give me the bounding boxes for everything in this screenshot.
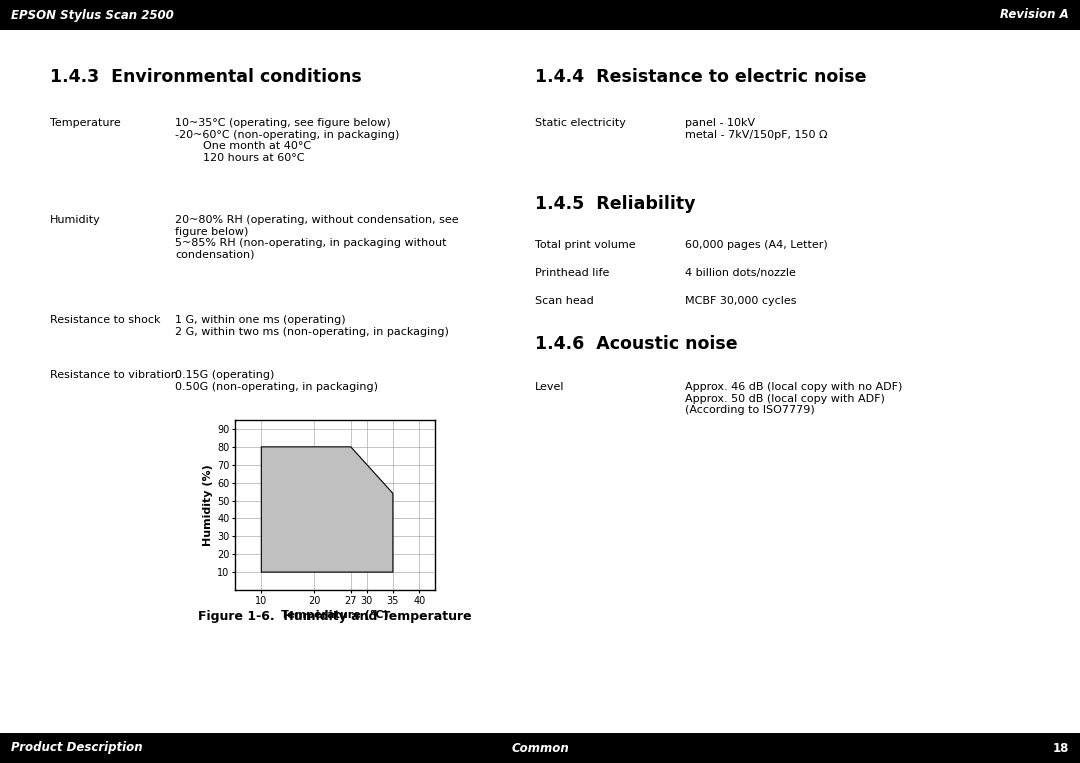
Text: 20~80% RH (operating, without condensation, see
figure below)
5~85% RH (non-oper: 20~80% RH (operating, without condensati… (175, 215, 459, 259)
Text: EPSON Stylus Scan 2500: EPSON Stylus Scan 2500 (11, 8, 174, 21)
Text: 18: 18 (1053, 742, 1069, 755)
Text: Scan head: Scan head (535, 296, 594, 306)
Text: 1.4.3  Environmental conditions: 1.4.3 Environmental conditions (50, 68, 362, 86)
Text: Total print volume: Total print volume (535, 240, 636, 250)
Text: Humidity: Humidity (50, 215, 100, 225)
Text: Product Description: Product Description (11, 742, 143, 755)
Text: 1.4.4  Resistance to electric noise: 1.4.4 Resistance to electric noise (535, 68, 866, 86)
Text: MCBF 30,000 cycles: MCBF 30,000 cycles (685, 296, 797, 306)
Text: Resistance to shock: Resistance to shock (50, 315, 161, 325)
Text: Approx. 46 dB (local copy with no ADF)
Approx. 50 dB (local copy with ADF)
(Acco: Approx. 46 dB (local copy with no ADF) A… (685, 382, 903, 415)
Text: Static electricity: Static electricity (535, 118, 626, 128)
Text: 1.4.6  Acoustic noise: 1.4.6 Acoustic noise (535, 335, 738, 353)
Text: 1 G, within one ms (operating)
2 G, within two ms (non-operating, in packaging): 1 G, within one ms (operating) 2 G, with… (175, 315, 449, 336)
Text: 10~35°C (operating, see figure below)
-20~60°C (non-operating, in packaging)
   : 10~35°C (operating, see figure below) -2… (175, 118, 400, 163)
Y-axis label: Humidity (%): Humidity (%) (203, 464, 213, 546)
Text: 4 billion dots/nozzle: 4 billion dots/nozzle (685, 268, 796, 278)
Text: 1.4.5  Reliability: 1.4.5 Reliability (535, 195, 696, 213)
Polygon shape (261, 447, 393, 572)
Text: Printhead life: Printhead life (535, 268, 609, 278)
Text: 60,000 pages (A4, Letter): 60,000 pages (A4, Letter) (685, 240, 827, 250)
Text: Common: Common (511, 742, 569, 755)
Text: Resistance to vibration: Resistance to vibration (50, 370, 178, 380)
Text: panel - 10kV
metal - 7kV/150pF, 150 Ω: panel - 10kV metal - 7kV/150pF, 150 Ω (685, 118, 827, 140)
Text: Temperature: Temperature (50, 118, 121, 128)
Text: Revision A: Revision A (1000, 8, 1069, 21)
X-axis label: Temperature (°C): Temperature (°C) (281, 610, 389, 620)
Text: Level: Level (535, 382, 565, 392)
Text: 0.15G (operating)
0.50G (non-operating, in packaging): 0.15G (operating) 0.50G (non-operating, … (175, 370, 378, 391)
Text: Figure 1-6.  Humidity and Temperature: Figure 1-6. Humidity and Temperature (199, 610, 472, 623)
